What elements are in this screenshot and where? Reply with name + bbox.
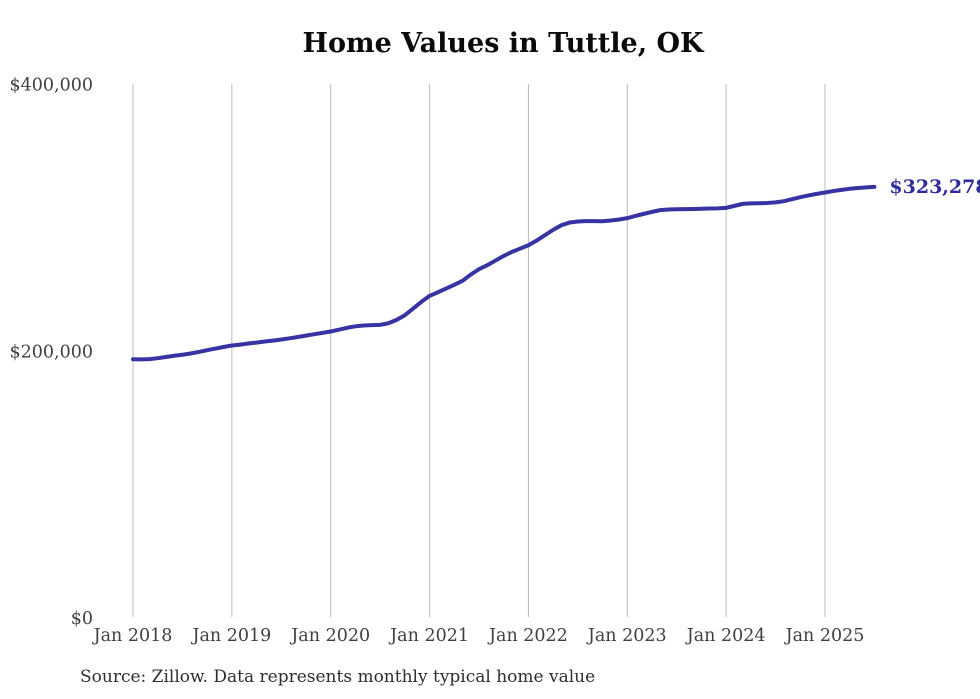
x-axis-tick-label: Jan 2024 — [685, 626, 766, 646]
y-axis-tick-label: $400,000 — [9, 76, 93, 96]
chart-title: Home Values in Tuttle, OK — [302, 28, 704, 59]
x-axis-tick-label: Jan 2019 — [190, 626, 271, 646]
home-value-series-line — [131, 184, 877, 362]
x-axis-tick-label: Jan 2025 — [784, 626, 865, 646]
x-axis-tick-label: Jan 2018 — [92, 626, 173, 646]
latest-value-label: $323,278 — [889, 176, 980, 198]
y-axis-tick-label: $200,000 — [9, 342, 93, 362]
x-axis-tick-label: Jan 2021 — [388, 626, 469, 646]
x-axis-tick-label: Jan 2020 — [289, 626, 370, 646]
y-axis-tick-label: $0 — [71, 609, 93, 629]
x-axis-tick-label: Jan 2022 — [487, 626, 568, 646]
x-axis-tick-label: Jan 2023 — [586, 626, 667, 646]
source-note: Source: Zillow. Data represents monthly … — [80, 667, 596, 687]
